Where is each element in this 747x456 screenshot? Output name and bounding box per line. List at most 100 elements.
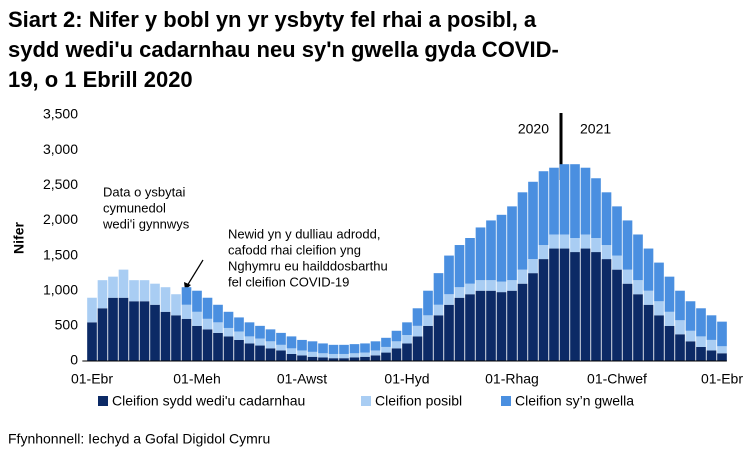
bar-segment	[612, 206, 622, 256]
bar-segment	[496, 281, 507, 293]
annotation: Nghymru eu hailddosbarthu	[228, 258, 388, 273]
bar-segment	[528, 181, 538, 260]
bar-segment	[559, 248, 570, 361]
bar-segment	[423, 315, 433, 326]
bar-segment	[507, 290, 517, 361]
bar-segment	[664, 311, 675, 326]
bar-segment	[549, 167, 559, 235]
bar-segment	[150, 283, 160, 305]
bar-segment	[412, 325, 423, 337]
bar-segment	[517, 283, 528, 361]
legend-swatch	[361, 396, 371, 406]
bar-segment	[433, 315, 444, 361]
legend-label: Cleifion sy’n gwella	[515, 393, 634, 409]
x-tick-label: 01-Awst	[277, 371, 327, 387]
y-tick-label: 2,000	[43, 211, 78, 227]
bar-segment	[454, 297, 465, 361]
bar-segment	[286, 353, 297, 361]
bar-segment	[633, 234, 643, 281]
bar-segment	[244, 322, 255, 337]
bar-segment	[507, 206, 517, 281]
bar-segment	[360, 356, 370, 361]
bar-segment	[706, 315, 717, 340]
bar-segment	[475, 227, 486, 281]
bar-segment	[328, 353, 339, 359]
bar-segment	[108, 297, 118, 361]
bar-segment	[402, 322, 412, 335]
bar-segment	[549, 248, 559, 361]
bar-segment	[213, 332, 223, 361]
chart-title: 19, o 1 Ebrill 2020	[8, 67, 193, 92]
bar-segment	[360, 343, 370, 353]
bar-segment	[87, 322, 97, 361]
annotation-arrow	[186, 259, 204, 287]
bar-segment	[486, 220, 496, 281]
bar-segment	[696, 308, 706, 337]
bar-segment	[591, 238, 601, 253]
bar-segment	[265, 348, 276, 361]
bar-segment	[223, 327, 234, 337]
y-tick-label: 3,500	[43, 106, 78, 122]
y-tick-label: 0	[70, 352, 78, 368]
bar-segment	[391, 330, 402, 342]
bar-segment	[129, 301, 139, 361]
bar-segment	[444, 304, 454, 361]
bar-segment	[654, 262, 664, 302]
bar-segment	[591, 252, 601, 361]
chart-title: Siart 2: Nifer y bobl yn yr ysbyty fel r…	[8, 7, 537, 32]
bar-segment	[643, 304, 654, 361]
annotation: Data o ysbytai	[103, 184, 185, 199]
bar-segment	[538, 259, 549, 361]
bar-segment	[580, 248, 591, 361]
legend-label: Cleifion posibl	[375, 393, 462, 409]
bar-segment	[349, 357, 360, 361]
bar-segment	[307, 356, 318, 361]
bar-segment	[339, 344, 349, 354]
legend-swatch	[501, 396, 511, 406]
bar-segment	[349, 344, 360, 354]
bar-segment	[234, 339, 244, 361]
chart-title: sydd wedi'u cadarnhau neu sy'n gwella gy…	[8, 37, 559, 62]
x-tick-label: 01-Chwef	[587, 371, 647, 387]
bar-segment	[622, 220, 633, 270]
annotation: cafodd rhai cleifion yng	[228, 242, 361, 257]
bar-segment	[486, 290, 496, 361]
bar-segment	[318, 357, 328, 361]
bar-segment	[633, 294, 643, 361]
bar-segment	[213, 322, 223, 333]
bar-segment	[423, 290, 433, 316]
bar-segment	[696, 346, 706, 361]
bar-segment	[706, 350, 717, 361]
bar-segment	[496, 292, 507, 361]
legend-label: Cleifion sydd wedi'u cadarnhau	[112, 393, 305, 409]
annotation: cymunedol	[103, 200, 166, 215]
bar-segment	[622, 283, 633, 361]
bar-segment	[675, 290, 685, 321]
bar-segment	[517, 269, 528, 284]
bar-segment	[612, 255, 622, 270]
bar-segment	[349, 353, 360, 358]
bar-segment	[276, 350, 286, 361]
bar-segment	[465, 238, 475, 284]
bar-segment	[181, 304, 192, 319]
x-tick-label: 01-Rhag	[485, 371, 539, 387]
y-axis-label: Nifer	[11, 222, 27, 254]
bar-segment	[559, 164, 570, 235]
bar-segment	[496, 214, 507, 282]
bar-segment	[286, 336, 297, 349]
bar-segment	[423, 325, 433, 361]
bar-segment	[381, 337, 391, 347]
bar-segment	[528, 259, 538, 274]
x-tick-label: 01-Hyd	[384, 371, 429, 387]
bar-segment	[654, 301, 664, 316]
x-tick-label: 01-Ebr	[701, 371, 743, 387]
bar-segment	[223, 311, 234, 328]
bar-segment	[454, 287, 465, 298]
bar-segment	[202, 297, 213, 319]
bar-segment	[307, 341, 318, 352]
bar-segment	[118, 269, 129, 298]
bar-segment	[591, 178, 601, 238]
bar-segment	[664, 276, 675, 312]
bar-segment	[633, 280, 643, 295]
bar-segment	[475, 280, 486, 291]
